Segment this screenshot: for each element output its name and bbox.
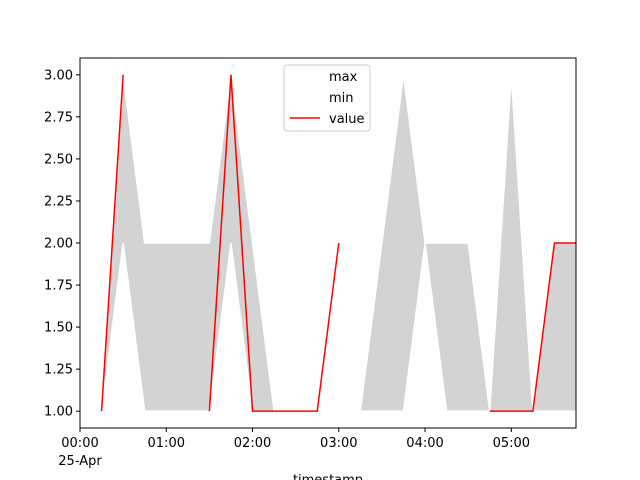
legend: max min value: [283, 64, 371, 132]
y-axis: 1.00 1.25 1.50 1.75 2.00 2.25 2.50 2.75 3.00: [44, 68, 80, 420]
y-tick-label: 1.50: [44, 321, 73, 336]
series-line-value: [100, 74, 576, 412]
y-tick-label: 2.50: [44, 152, 73, 167]
y-tick-label: 1.00: [44, 405, 73, 420]
x-tick-label: 03:00: [320, 436, 357, 451]
legend-label-value: value: [329, 112, 365, 127]
legend-box: [283, 64, 371, 132]
y-tick-label: 3.00: [44, 68, 73, 83]
y-tick-label: 2.00: [44, 237, 73, 252]
series-lines: [79, 74, 576, 412]
y-tick-label: 2.25: [44, 194, 73, 209]
y-tick-label: 1.75: [44, 279, 73, 294]
x-tick-label: 05:00: [493, 436, 530, 451]
x-tick-label: 00:00: [61, 436, 98, 451]
x-axis-title: timestamp: [293, 473, 363, 480]
x-axis: 00:00 01:00 02:00 03:00 04:00 05:00: [61, 428, 530, 451]
x-tick-label: 02:00: [234, 436, 271, 451]
y-tick-label: 1.25: [44, 363, 73, 378]
legend-label-max: max: [329, 70, 358, 85]
x-tick-label: 04:00: [406, 436, 443, 451]
y-tick-label: 2.75: [44, 110, 73, 125]
x-date-label: 25-Apr: [58, 454, 102, 469]
legend-label-min: min: [329, 91, 354, 106]
x-tick-label: 01:00: [148, 436, 185, 451]
